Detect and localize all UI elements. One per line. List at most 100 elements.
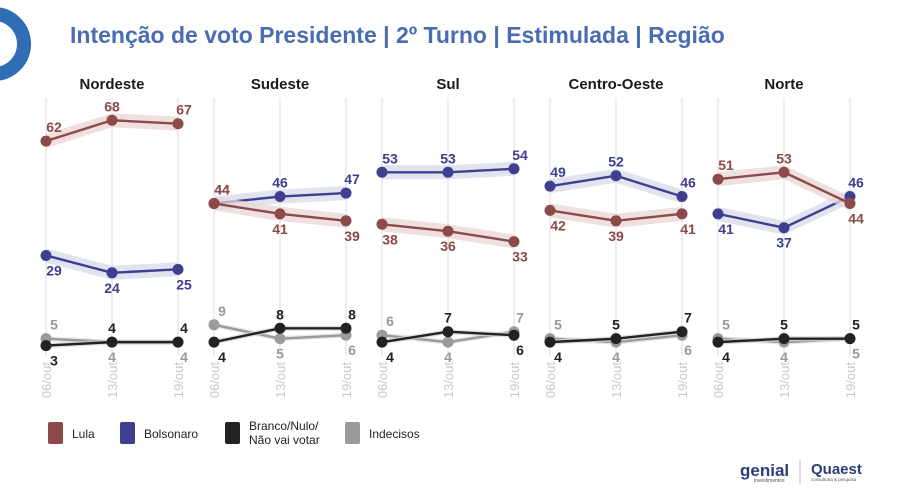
indecisos-data-label: 5 xyxy=(852,346,860,362)
branco-point xyxy=(778,333,790,345)
x-tick-label: 13/out xyxy=(273,362,288,399)
legend-swatch xyxy=(345,422,360,444)
legend-swatch xyxy=(120,422,135,444)
legend-label-line: Indecisos xyxy=(369,427,420,441)
bolsonaro-data-label: 46 xyxy=(848,175,864,191)
bolsonaro-data-label: 52 xyxy=(608,154,624,170)
branco-point xyxy=(676,326,688,338)
bolsonaro-point xyxy=(442,166,454,178)
bolsonaro-data-label: 47 xyxy=(344,171,360,187)
branco-data-label: 7 xyxy=(684,310,692,326)
lula-data-label: 42 xyxy=(550,217,566,233)
lula-data-label: 44 xyxy=(214,181,230,197)
indecisos-data-label: 5 xyxy=(554,317,562,333)
region-title: Sul xyxy=(436,76,459,93)
branco-point xyxy=(40,340,52,352)
indecisos-data-label: 6 xyxy=(348,342,356,358)
branco-point xyxy=(274,322,286,334)
branco-point xyxy=(208,336,220,348)
region-title: Norte xyxy=(764,76,803,93)
logos: genial investimentos Quaest consultoria … xyxy=(740,460,862,484)
branco-data-label: 5 xyxy=(612,317,620,333)
lula-data-label: 62 xyxy=(46,119,62,135)
indecisos-data-label: 4 xyxy=(108,349,116,365)
lula-data-label: 44 xyxy=(848,210,864,226)
lula-point xyxy=(442,225,454,237)
x-tick-label: 06/out xyxy=(375,362,390,399)
lula-point xyxy=(274,208,286,220)
bolsonaro-point xyxy=(376,166,388,178)
legend-label-line: Lula xyxy=(72,427,95,441)
indecisos-point xyxy=(442,336,454,348)
region-title: Sudeste xyxy=(251,76,309,93)
branco-data-label: 7 xyxy=(444,310,452,326)
branco-point xyxy=(376,336,388,348)
legend-label: Bolsonaro xyxy=(144,427,198,441)
genial-logo-sub: investimentos xyxy=(754,478,785,484)
indecisos-data-label: 5 xyxy=(50,317,58,333)
lula-data-label: 38 xyxy=(382,231,398,247)
x-tick-label: 19/out xyxy=(675,362,690,399)
lula-point xyxy=(610,215,622,227)
legend-swatch xyxy=(48,422,63,444)
bolsonaro-point xyxy=(544,180,556,192)
bolsonaro-band xyxy=(550,168,682,204)
branco-point xyxy=(610,333,622,345)
quaest-logo-sub: consultoria & pesquisa xyxy=(811,477,857,482)
branco-point xyxy=(844,333,856,345)
x-tick-label: 13/out xyxy=(777,362,792,399)
quaest-logo: Quaest xyxy=(811,461,862,478)
branco-data-label: 4 xyxy=(108,320,116,336)
branco-data-label: 4 xyxy=(722,349,730,365)
indecisos-data-label: 6 xyxy=(684,342,692,358)
bolsonaro-data-label: 46 xyxy=(272,175,288,191)
region-title: Centro-Oeste xyxy=(568,76,663,93)
branco-data-label: 4 xyxy=(218,349,226,365)
x-tick-label: 06/out xyxy=(711,362,726,399)
indecisos-data-label: 4 xyxy=(612,349,620,365)
bolsonaro-point xyxy=(106,267,118,279)
x-tick-label: 19/out xyxy=(171,362,186,399)
legend-item-lula: Lula xyxy=(48,422,95,444)
legend-label: Lula xyxy=(72,427,95,441)
lula-data-label: 51 xyxy=(718,157,734,173)
legend-label: Indecisos xyxy=(369,427,420,441)
legend: Lula Bolsonaro Branco/Nulo/Não vai votar In… xyxy=(48,419,420,447)
bolsonaro-data-label: 54 xyxy=(512,147,528,163)
bolsonaro-band xyxy=(718,189,850,235)
bolsonaro-data-label: 29 xyxy=(46,262,62,278)
bolsonaro-data-label: 53 xyxy=(382,150,398,166)
panel-sul: Sul 06/out 13/out 19/out 6 4 7 4 7 6 53 53 54 38 36 33 xyxy=(375,76,528,398)
indecisos-data-label: 5 xyxy=(722,317,730,333)
panel-nordeste: Nordeste 06/out 13/out 19/out 5 4 4 3 4 4 29 24 25 62… xyxy=(39,76,192,398)
branco-point xyxy=(340,322,352,334)
chart-title: Intenção de voto Presidente | 2º Turno |… xyxy=(70,22,725,48)
bolsonaro-point xyxy=(712,208,724,220)
branco-point xyxy=(442,326,454,338)
indecisos-band xyxy=(382,329,514,345)
bolsonaro-point xyxy=(508,163,520,175)
bolsonaro-data-label: 24 xyxy=(104,280,120,296)
bolsonaro-point xyxy=(40,249,52,261)
branco-data-label: 8 xyxy=(276,306,284,322)
lula-data-label: 36 xyxy=(440,238,456,254)
indecisos-point xyxy=(274,333,286,345)
accent-circle xyxy=(0,7,31,81)
lula-data-label: 39 xyxy=(608,228,624,244)
bolsonaro-point xyxy=(340,187,352,199)
bolsonaro-point xyxy=(172,263,184,275)
bolsonaro-data-label: 44 xyxy=(214,181,230,197)
indecisos-data-label: 9 xyxy=(218,303,226,319)
branco-band xyxy=(214,325,346,345)
indecisos-data-label: 4 xyxy=(444,349,452,365)
branco-point xyxy=(508,329,520,341)
lula-point xyxy=(778,166,790,178)
indecisos-data-label: 6 xyxy=(386,313,394,329)
lula-point xyxy=(712,173,724,185)
x-tick-label: 06/out xyxy=(543,362,558,399)
branco-data-label: 4 xyxy=(554,349,562,365)
bolsonaro-data-label: 37 xyxy=(776,235,792,251)
branco-data-label: 6 xyxy=(516,342,524,358)
